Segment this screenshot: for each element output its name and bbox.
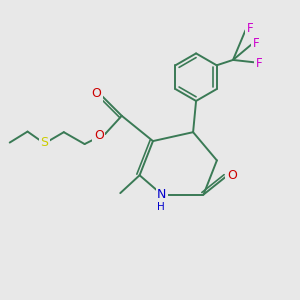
Text: S: S: [40, 136, 49, 149]
Text: F: F: [253, 38, 259, 50]
Text: O: O: [94, 129, 104, 142]
Text: O: O: [92, 87, 101, 100]
Text: F: F: [247, 22, 253, 35]
Text: H: H: [158, 202, 165, 212]
Text: N: N: [157, 188, 167, 201]
Text: O: O: [227, 169, 237, 182]
Text: F: F: [256, 57, 262, 70]
